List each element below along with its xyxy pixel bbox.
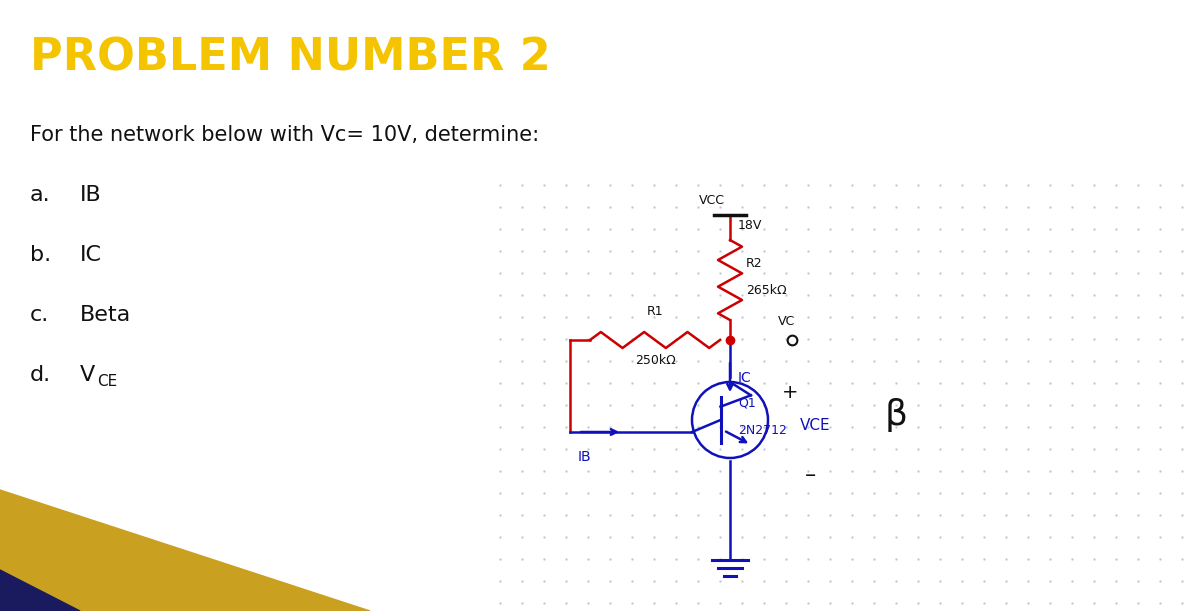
Text: Beta: Beta — [80, 305, 131, 325]
Text: c.: c. — [30, 305, 49, 325]
Text: β: β — [886, 398, 908, 432]
Text: 265kΩ: 265kΩ — [746, 284, 787, 297]
Text: VCC: VCC — [698, 194, 725, 207]
Text: R1: R1 — [647, 305, 664, 318]
Text: 2N2712: 2N2712 — [738, 424, 787, 437]
Text: IC: IC — [80, 245, 102, 265]
Text: 250kΩ: 250kΩ — [635, 354, 676, 367]
Text: +: + — [781, 382, 798, 401]
Text: V: V — [80, 365, 95, 385]
Text: IB: IB — [80, 185, 102, 205]
Text: R2: R2 — [746, 257, 763, 270]
Polygon shape — [0, 490, 370, 611]
Text: PROBLEM NUMBER 2: PROBLEM NUMBER 2 — [30, 37, 551, 79]
Text: VC: VC — [779, 315, 796, 328]
Text: IB: IB — [578, 450, 592, 464]
Text: b.: b. — [30, 245, 52, 265]
Text: CE: CE — [97, 375, 118, 389]
Text: Q1: Q1 — [738, 397, 756, 410]
Text: IC: IC — [738, 370, 751, 384]
Text: a.: a. — [30, 185, 50, 205]
Text: 18V: 18V — [738, 219, 762, 232]
Text: For the network below with Vc= 10V, determine:: For the network below with Vc= 10V, dete… — [30, 125, 539, 145]
Text: d.: d. — [30, 365, 52, 385]
Text: –: – — [804, 465, 816, 485]
Text: VCE: VCE — [800, 417, 830, 433]
Polygon shape — [0, 570, 80, 611]
